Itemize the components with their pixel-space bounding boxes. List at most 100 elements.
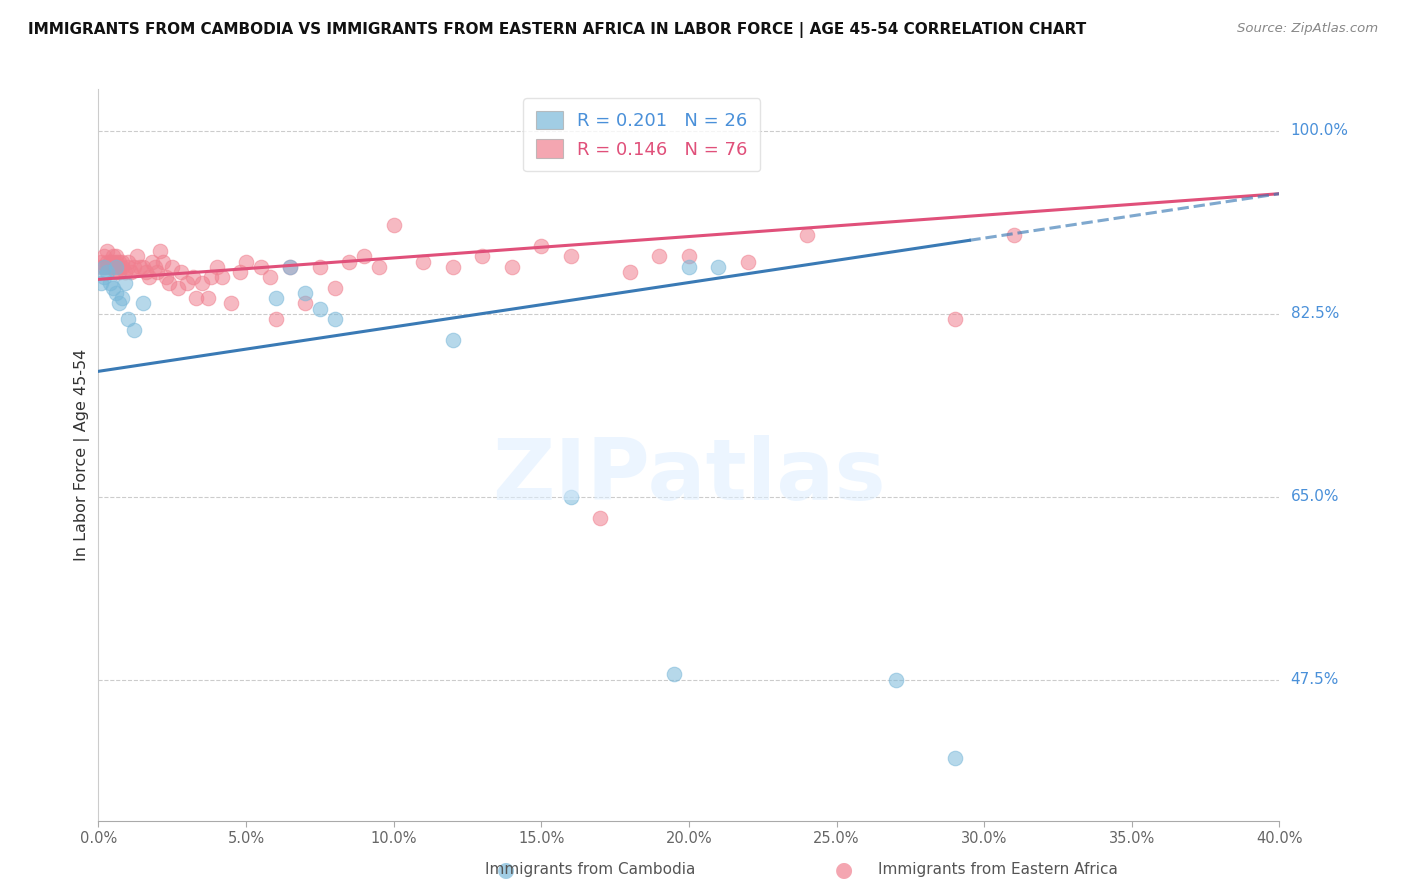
Text: Immigrants from Cambodia: Immigrants from Cambodia [485, 863, 696, 877]
Point [412, 254, 434, 268]
Point [111, 260, 134, 274]
Point [250, 260, 273, 274]
Point [943, 751, 966, 765]
Point [219, 296, 242, 310]
Point [619, 265, 641, 279]
Point [943, 312, 966, 326]
Point [108, 265, 131, 279]
Point [90, 260, 112, 274]
Point [368, 260, 391, 274]
Point [382, 218, 405, 232]
Point [176, 276, 198, 290]
Point [117, 254, 139, 268]
Point [98, 276, 121, 290]
Point [135, 265, 157, 279]
Point [111, 254, 134, 268]
Text: IMMIGRANTS FROM CAMBODIA VS IMMIGRANTS FROM EASTERN AFRICA IN LABOR FORCE | AGE : IMMIGRANTS FROM CAMBODIA VS IMMIGRANTS F… [28, 22, 1087, 38]
Point [205, 260, 228, 274]
Point [132, 296, 155, 310]
Point [114, 265, 136, 279]
Point [141, 254, 163, 268]
Point [117, 260, 139, 274]
Point [471, 249, 494, 263]
Point [664, 667, 686, 681]
Point [96, 244, 118, 259]
Point [678, 249, 700, 263]
Point [105, 285, 128, 300]
Point [184, 291, 207, 305]
Point [294, 296, 316, 310]
Point [678, 260, 700, 274]
Point [149, 244, 172, 259]
Point [108, 260, 131, 274]
Point [120, 265, 142, 279]
Point [1002, 228, 1025, 243]
Point [278, 260, 302, 274]
Point [103, 281, 125, 295]
Point [211, 270, 233, 285]
Point [138, 270, 160, 285]
Point [197, 291, 219, 305]
Point [105, 260, 128, 274]
Point [111, 291, 134, 305]
Point [501, 260, 523, 274]
Point [737, 254, 759, 268]
Point [90, 254, 112, 268]
Point [146, 265, 169, 279]
Point [560, 490, 582, 504]
Text: 100.0%: 100.0% [1291, 123, 1348, 138]
Point [337, 254, 360, 268]
Point [105, 265, 128, 279]
Text: ZIPatlas: ZIPatlas [492, 435, 886, 518]
Legend: R = 0.201   N = 26, R = 0.146   N = 76: R = 0.201 N = 26, R = 0.146 N = 76 [523, 98, 761, 171]
Point [96, 265, 118, 279]
Text: Immigrants from Eastern Africa: Immigrants from Eastern Africa [879, 863, 1118, 877]
Point [229, 265, 252, 279]
Point [278, 260, 302, 274]
Point [98, 260, 121, 274]
Point [648, 249, 671, 263]
Text: 82.5%: 82.5% [1291, 306, 1339, 321]
Point [530, 239, 553, 253]
Point [167, 281, 190, 295]
Point [162, 260, 183, 274]
Point [589, 510, 612, 524]
Point [323, 281, 346, 295]
Point [117, 312, 139, 326]
Text: 65.0%: 65.0% [1291, 489, 1339, 504]
Point [105, 249, 128, 263]
Point [128, 260, 150, 274]
Text: ●: ● [835, 860, 852, 880]
Point [103, 260, 125, 274]
Point [108, 254, 131, 268]
Point [294, 285, 316, 300]
Point [441, 333, 464, 347]
Point [125, 249, 148, 263]
Point [103, 254, 125, 268]
Point [96, 260, 118, 274]
Point [114, 276, 136, 290]
Point [93, 270, 115, 285]
Point [90, 276, 112, 290]
Point [353, 249, 375, 263]
Point [103, 249, 125, 263]
Point [264, 312, 287, 326]
Point [796, 228, 818, 243]
Point [323, 312, 346, 326]
Y-axis label: In Labor Force | Age 45-54: In Labor Force | Age 45-54 [75, 349, 90, 561]
Point [707, 260, 730, 274]
Point [122, 322, 145, 336]
Point [884, 673, 907, 687]
Point [170, 265, 193, 279]
Point [259, 270, 281, 285]
Point [309, 260, 332, 274]
Point [152, 254, 174, 268]
Point [235, 254, 257, 268]
Point [200, 270, 222, 285]
Point [93, 249, 115, 263]
Point [309, 301, 332, 316]
Point [93, 260, 115, 274]
Point [105, 254, 128, 268]
Point [93, 260, 115, 274]
Point [191, 276, 214, 290]
